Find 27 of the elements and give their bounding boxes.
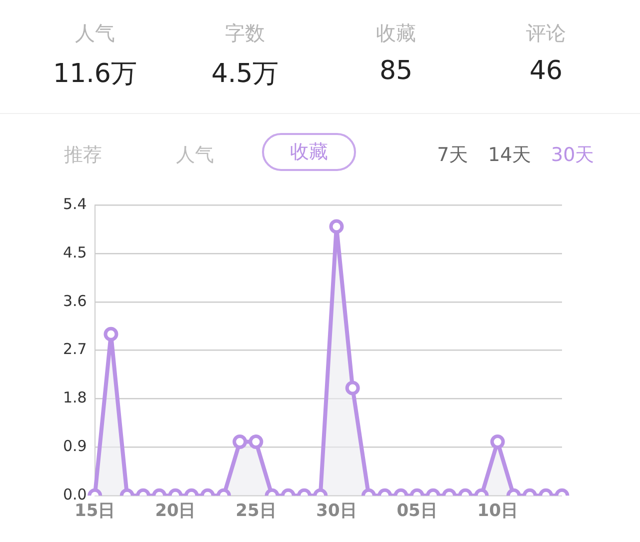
text: 85 <box>378 56 414 86</box>
text: 7天 <box>437 143 468 168</box>
text: 评论 <box>525 20 567 47</box>
text: 推荐 <box>64 143 102 168</box>
x-tick-label: 15日 <box>74 501 116 522</box>
text: 字数 <box>224 20 266 47</box>
text: 46 <box>528 56 564 86</box>
text: 30天 <box>551 143 594 168</box>
y-tick-label: 2.7 <box>62 340 87 358</box>
text: 14天 <box>488 143 532 168</box>
x-tick-label: 05日 <box>396 501 438 522</box>
y-tick-label: 5.4 <box>62 194 87 213</box>
text: 收藏 <box>375 20 417 47</box>
x-tick-label: 25日 <box>236 501 276 522</box>
x-tick-label: 20日 <box>155 501 196 522</box>
text: 人气 <box>176 143 214 168</box>
text: 11.6万 <box>52 58 138 91</box>
text: 人气 <box>74 20 116 47</box>
text: 4.5万 <box>210 58 280 91</box>
y-tick-label: 3.6 <box>62 292 87 310</box>
y-tick-label: 4.5 <box>62 243 87 262</box>
y-tick-label: 0.0 <box>62 485 87 504</box>
y-tick-label: 0.9 <box>62 437 87 456</box>
text: 收藏 <box>262 133 356 171</box>
y-tick-label: 1.8 <box>62 388 87 407</box>
x-tick-label: 30日 <box>316 501 357 522</box>
x-tick-label: 10日 <box>477 501 518 522</box>
